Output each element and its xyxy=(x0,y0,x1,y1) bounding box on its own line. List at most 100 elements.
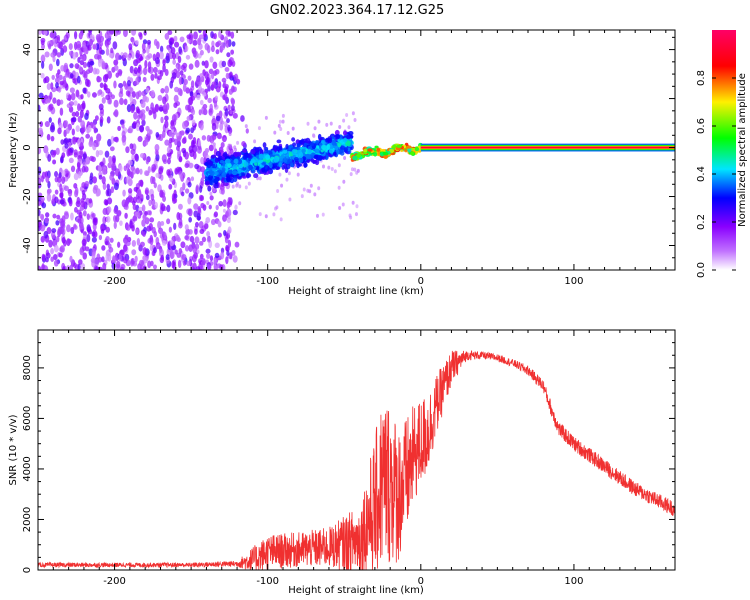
noise-dot xyxy=(142,256,148,264)
noise-dot xyxy=(73,30,78,40)
noise-dot xyxy=(175,70,181,79)
scatter-dot xyxy=(327,165,331,170)
noise-dot xyxy=(75,89,80,98)
noise-dot xyxy=(96,253,101,261)
noise-dot xyxy=(214,68,220,75)
band-dot xyxy=(298,152,304,158)
noise-dot xyxy=(232,86,237,93)
noise-dot xyxy=(139,32,143,40)
scatter-dot xyxy=(313,192,317,197)
noise-dot xyxy=(115,260,121,269)
noise-dot xyxy=(145,194,150,201)
spectrogram-frame xyxy=(37,29,676,271)
noise-dot xyxy=(69,264,74,270)
band-dot xyxy=(343,147,348,153)
noise-dot xyxy=(168,183,173,190)
noise-dot xyxy=(51,228,57,234)
noise-dot xyxy=(95,33,101,41)
noise-dot xyxy=(196,38,202,45)
noise-dot xyxy=(107,33,112,39)
noise-dot xyxy=(127,159,133,166)
scatter-dot xyxy=(223,137,227,142)
noise-dot xyxy=(195,184,200,191)
noise-dot xyxy=(196,146,202,154)
scatter-dot xyxy=(278,119,282,124)
noise-dot xyxy=(164,120,169,129)
noise-dot xyxy=(189,235,195,243)
band-dot xyxy=(277,155,283,162)
band-dot xyxy=(307,145,313,151)
band-dot xyxy=(313,154,319,160)
noise-dot xyxy=(106,206,112,214)
noise-dot xyxy=(80,200,86,208)
noise-dot xyxy=(50,247,54,255)
snr-xtick-label: -200 xyxy=(103,576,126,587)
noise-dot xyxy=(87,124,92,133)
noise-dot xyxy=(154,57,160,65)
scatter-dot xyxy=(300,194,304,199)
scatter-dot xyxy=(338,205,342,210)
noise-dot xyxy=(53,149,57,156)
band-dot xyxy=(306,158,311,164)
noise-dot xyxy=(91,236,97,243)
noise-dot xyxy=(204,78,209,86)
scatter-dot xyxy=(353,167,357,172)
noise-dot xyxy=(229,251,233,260)
band-dot xyxy=(235,151,242,157)
scatter-dot xyxy=(317,186,321,191)
band-dot xyxy=(314,148,320,154)
noise-dot xyxy=(73,152,78,158)
noise-dot xyxy=(147,67,151,73)
noise-dot xyxy=(195,76,201,85)
noise-dot xyxy=(99,82,104,89)
band-dot xyxy=(204,176,209,182)
noise-dot xyxy=(38,92,44,99)
band-dot xyxy=(212,163,216,170)
noise-dot xyxy=(184,188,190,194)
noise-dot xyxy=(97,90,101,97)
noise-dot xyxy=(74,186,79,196)
noise-dot xyxy=(174,138,178,146)
noise-dot xyxy=(135,106,140,114)
noise-dot xyxy=(188,63,194,70)
noise-dot xyxy=(150,193,155,201)
noise-dot xyxy=(65,127,70,134)
noise-dot xyxy=(176,166,181,173)
band-dot xyxy=(250,159,256,164)
noise-dot xyxy=(81,182,86,189)
noise-dot xyxy=(105,252,110,262)
noise-dot xyxy=(150,89,155,98)
noise-dot xyxy=(55,82,59,89)
noise-dot xyxy=(142,214,147,220)
noise-dot xyxy=(147,61,152,70)
noise-dot xyxy=(172,52,177,60)
band-dot xyxy=(214,171,219,176)
band-dot xyxy=(305,137,311,144)
band-dot xyxy=(247,153,252,159)
noise-dot xyxy=(57,86,62,93)
noise-dot xyxy=(77,103,81,112)
band-dot xyxy=(264,164,269,170)
noise-dot xyxy=(213,264,219,270)
noise-dot xyxy=(79,149,84,156)
snr-xlabel: Height of straight line (km) xyxy=(288,585,424,596)
spectrogram-xlabel: Height of straight line (km) xyxy=(288,286,424,297)
noise-dot xyxy=(173,197,178,204)
noise-dot xyxy=(193,31,198,40)
noise-dot xyxy=(40,175,44,183)
noise-dot xyxy=(38,221,42,228)
noise-dot xyxy=(56,34,61,41)
noise-dot xyxy=(89,60,95,66)
noise-dot xyxy=(212,61,218,69)
scatter-dot xyxy=(228,132,232,137)
scatter-dot xyxy=(312,134,316,139)
noise-dot xyxy=(125,176,131,184)
scatter-dot xyxy=(212,115,216,120)
band-dot xyxy=(215,150,221,157)
noise-dot xyxy=(67,94,72,102)
band-dot xyxy=(241,172,246,177)
noise-dot xyxy=(77,170,82,179)
noise-dot xyxy=(48,43,52,50)
